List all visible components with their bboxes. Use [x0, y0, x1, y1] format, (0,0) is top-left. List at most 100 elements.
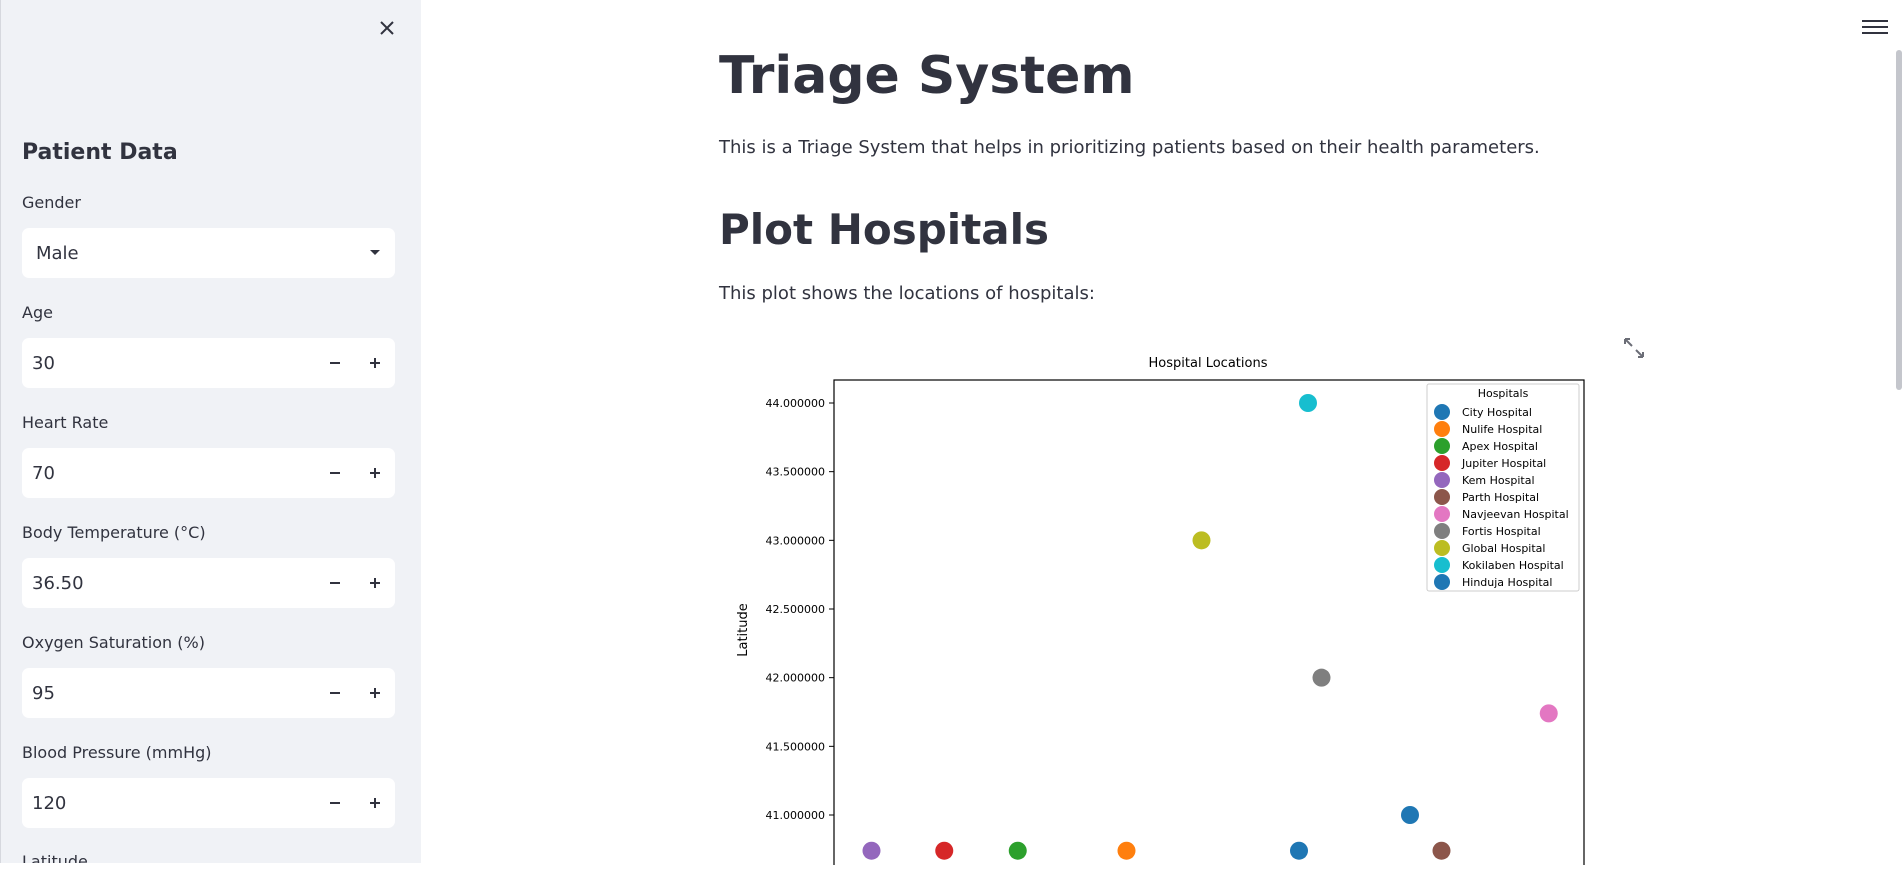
age-input-group [22, 338, 395, 388]
hamburger-icon [1862, 32, 1888, 34]
legend-marker [1434, 540, 1450, 556]
oxygen-saturation-decrement-button[interactable] [315, 668, 355, 718]
y-tick-label: 44.000000 [766, 397, 826, 410]
scatter-point [1192, 531, 1211, 550]
legend-marker [1434, 489, 1450, 505]
page-scrollbar[interactable] [1896, 50, 1902, 390]
minus-icon [330, 472, 340, 474]
plus-icon [370, 688, 380, 698]
legend-box [1426, 383, 1580, 592]
legend-marker [1434, 472, 1450, 488]
main-menu-button[interactable] [1862, 14, 1888, 40]
plus-icon [370, 578, 380, 588]
sidebar-header: Patient Data [22, 140, 178, 165]
hamburger-icon [1862, 20, 1888, 22]
latitude-label: Latitude [22, 852, 88, 863]
legend-marker [1434, 455, 1450, 471]
plot-area [833, 379, 1585, 869]
scatter-point [1312, 668, 1331, 687]
body-temperature-increment-button[interactable] [355, 558, 395, 608]
heart-rate-label: Heart Rate [22, 413, 109, 432]
sidebar: Patient Data Gender Male Age Heart Rate … [0, 0, 421, 863]
y-tick-label: 43.000000 [766, 534, 826, 547]
expand-icon [1624, 338, 1644, 358]
chart-legend: Hospitals City Hospital Nulife Hospital Ape… [1426, 383, 1580, 592]
legend-marker [1434, 557, 1450, 573]
body-temperature-input-group [22, 558, 395, 608]
hospital-locations-chart: Hospital Locations Latitude 41.000000 41.… [719, 345, 1899, 869]
oxygen-saturation-increment-button[interactable] [355, 668, 395, 718]
section-description: This plot shows the locations of hospita… [719, 283, 1095, 304]
legend-entry: City Hospital [1462, 406, 1532, 419]
legend-marker [1434, 574, 1450, 590]
blood-pressure-decrement-button[interactable] [315, 778, 355, 828]
y-ticks: 41.000000 41.500000 42.000000 42.500000 43.0… [766, 397, 834, 822]
y-tick-label: 42.500000 [766, 603, 826, 616]
plus-icon [370, 358, 380, 368]
blood-pressure-input[interactable] [22, 791, 315, 815]
legend-entry: Hinduja Hospital [1462, 576, 1552, 589]
body-temperature-input[interactable] [22, 571, 315, 595]
heart-rate-increment-button[interactable] [355, 448, 395, 498]
chart-title: Hospital Locations [1149, 356, 1268, 371]
gender-label: Gender [22, 193, 81, 212]
blood-pressure-input-group [22, 778, 395, 828]
legend-entry: Navjeevan Hospital [1462, 508, 1569, 521]
scatter-points [862, 394, 1558, 860]
scatter-point [1008, 841, 1027, 860]
oxygen-saturation-label: Oxygen Saturation (%) [22, 633, 205, 652]
chart-svg: Hospital Locations Latitude 41.00000041.… [736, 356, 1585, 869]
heart-rate-input-group [22, 448, 395, 498]
plus-icon [370, 798, 380, 808]
oxygen-saturation-input-group [22, 668, 395, 718]
legend-entry: Parth Hospital [1462, 491, 1539, 504]
plus-icon [370, 468, 380, 478]
body-temperature-label: Body Temperature (°C) [22, 523, 206, 542]
y-axis-label: Latitude [736, 603, 751, 657]
scatter-point [862, 841, 881, 860]
hamburger-icon [1862, 26, 1888, 28]
legend-marker [1434, 506, 1450, 522]
blood-pressure-increment-button[interactable] [355, 778, 395, 828]
scatter-point [1117, 841, 1136, 860]
blood-pressure-label: Blood Pressure (mmHg) [22, 743, 212, 762]
body-temperature-decrement-button[interactable] [315, 558, 355, 608]
page-title: Triage System [719, 46, 1135, 106]
scatter-point [1401, 806, 1419, 824]
minus-icon [330, 582, 340, 584]
y-tick-label: 41.000000 [766, 809, 826, 822]
section-title: Plot Hospitals [719, 205, 1050, 254]
minus-icon [330, 692, 340, 694]
age-decrement-button[interactable] [315, 338, 355, 388]
scatter-point [1299, 394, 1317, 412]
legend-entry: Jupiter Hospital [1461, 457, 1546, 470]
scatter-point [1539, 704, 1558, 723]
age-increment-button[interactable] [355, 338, 395, 388]
oxygen-saturation-input[interactable] [22, 681, 315, 705]
close-icon [380, 21, 394, 35]
close-sidebar-button[interactable] [372, 13, 402, 43]
legend-marker [1434, 421, 1450, 437]
scatter-point [935, 841, 954, 860]
legend-marker [1434, 404, 1450, 420]
heart-rate-decrement-button[interactable] [315, 448, 355, 498]
legend-title: Hospitals [1478, 387, 1529, 400]
legend-entry: Kokilaben Hospital [1462, 559, 1564, 572]
y-tick-label: 42.000000 [766, 672, 826, 685]
gender-select[interactable]: Male [22, 228, 395, 278]
scatter-point [1432, 841, 1451, 860]
legend-entry: Fortis Hospital [1462, 525, 1541, 538]
legend-marker [1434, 438, 1450, 454]
age-input[interactable] [22, 351, 315, 375]
minus-icon [330, 802, 340, 804]
heart-rate-input[interactable] [22, 461, 315, 485]
age-label: Age [22, 303, 53, 322]
minus-icon [330, 362, 340, 364]
chevron-down-icon [370, 250, 380, 255]
legend-entry: Kem Hospital [1462, 474, 1535, 487]
scatter-point [1290, 841, 1308, 860]
legend-entry: Nulife Hospital [1462, 423, 1542, 436]
fullscreen-button[interactable] [1622, 336, 1646, 360]
page-description: This is a Triage System that helps in pr… [719, 137, 1540, 158]
y-tick-label: 41.500000 [766, 740, 826, 753]
